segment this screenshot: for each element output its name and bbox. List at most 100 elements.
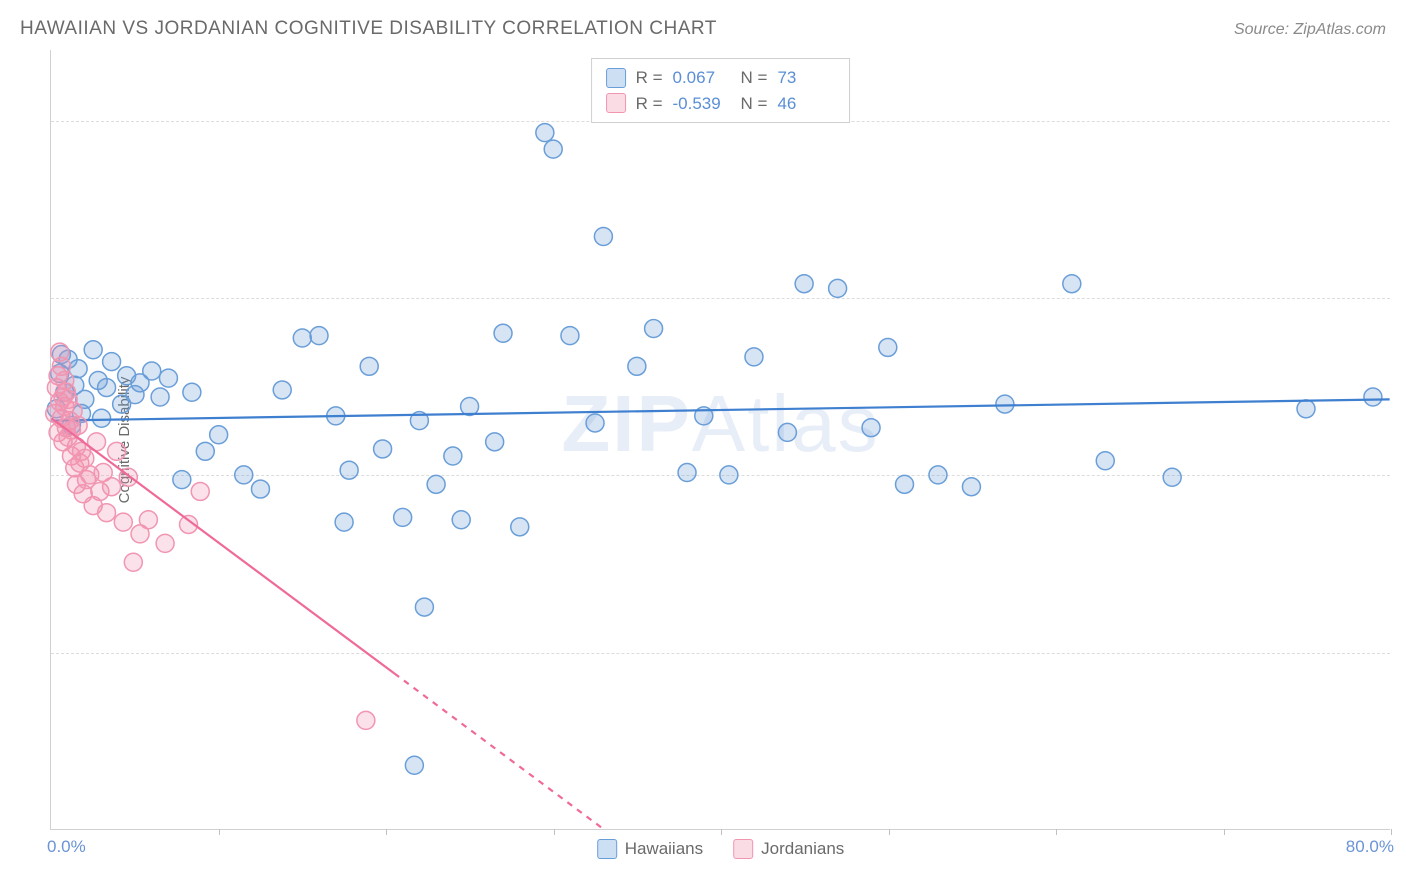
x-min-label: 0.0% [47,837,86,857]
data-point [879,338,897,356]
data-point [795,275,813,293]
chart-title: HAWAIIAN VS JORDANIAN COGNITIVE DISABILI… [20,18,717,40]
data-point [210,426,228,444]
legend-label-hawaiians: Hawaiians [625,839,703,859]
data-point [124,553,142,571]
data-point [69,416,87,434]
data-point [427,475,445,493]
scatter-chart [51,50,1390,829]
series-legend: Hawaiians Jordanians [597,839,845,859]
xtick [721,829,722,835]
data-point [536,124,554,142]
data-point [544,140,562,158]
data-point [191,482,209,500]
data-point [405,756,423,774]
regression-line [51,418,394,673]
regression-line [51,399,1389,420]
data-point [394,508,412,526]
n-label: N = [741,65,768,91]
data-point [293,329,311,347]
data-point [415,598,433,616]
swatch-jordanians [606,93,626,113]
data-point [340,461,358,479]
r-value-jordanians: -0.539 [673,91,731,117]
stats-row-jordanians: R = -0.539 N = 46 [606,91,836,117]
ytick-label: 22.5% [1400,308,1406,328]
legend-item-hawaiians: Hawaiians [597,839,703,859]
r-label: R = [636,91,663,117]
data-point [1163,468,1181,486]
xtick [554,829,555,835]
data-point [251,480,269,498]
xtick [219,829,220,835]
x-max-label: 80.0% [1346,837,1394,857]
data-point [1364,388,1382,406]
data-point [196,442,214,460]
ytick-label: 30.0% [1400,131,1406,151]
data-point [561,327,579,345]
data-point [173,471,191,489]
stats-row-hawaiians: R = 0.067 N = 73 [606,65,836,91]
data-point [335,513,353,531]
data-point [896,475,914,493]
data-point [357,711,375,729]
data-point [461,397,479,415]
data-point [235,466,253,484]
data-point [76,449,94,467]
legend-item-jordanians: Jordanians [733,839,844,859]
xtick [889,829,890,835]
data-point [996,395,1014,413]
plot-area: Cognitive Disability ZIPAtlas 7.5%15.0%2… [50,50,1390,830]
data-point [139,511,157,529]
source-label: Source: ZipAtlas.com [1234,21,1386,39]
swatch-jordanians-icon [733,839,753,859]
data-point [143,362,161,380]
data-point [778,423,796,441]
swatch-hawaiians-icon [597,839,617,859]
n-label: N = [741,91,768,117]
data-point [862,419,880,437]
data-point [745,348,763,366]
data-point [360,357,378,375]
ytick-label: 15.0% [1400,485,1406,505]
xtick [386,829,387,835]
data-point [310,327,328,345]
data-point [678,464,696,482]
data-point [93,409,111,427]
data-point [511,518,529,536]
data-point [720,466,738,484]
xtick [1224,829,1225,835]
regression-line-extrapolated [394,673,603,829]
data-point [98,379,116,397]
data-point [114,513,132,531]
data-point [103,353,121,371]
r-value-hawaiians: 0.067 [673,65,731,91]
legend-label-jordanians: Jordanians [761,839,844,859]
n-value-hawaiians: 73 [777,65,835,91]
data-point [628,357,646,375]
stats-legend: R = 0.067 N = 73 R = -0.539 N = 46 [591,58,851,123]
data-point [645,320,663,338]
data-point [1297,400,1315,418]
data-point [1096,452,1114,470]
data-point [929,466,947,484]
xtick [1056,829,1057,835]
r-label: R = [636,65,663,91]
data-point [962,478,980,496]
data-point [486,433,504,451]
data-point [159,369,177,387]
data-point [1063,275,1081,293]
data-point [98,504,116,522]
data-point [156,534,174,552]
data-point [374,440,392,458]
data-point [829,279,847,297]
data-point [452,511,470,529]
data-point [586,414,604,432]
data-point [84,341,102,359]
data-point [444,447,462,465]
n-value-jordanians: 46 [777,91,835,117]
data-point [103,478,121,496]
swatch-hawaiians [606,68,626,88]
data-point [108,442,126,460]
data-point [273,381,291,399]
